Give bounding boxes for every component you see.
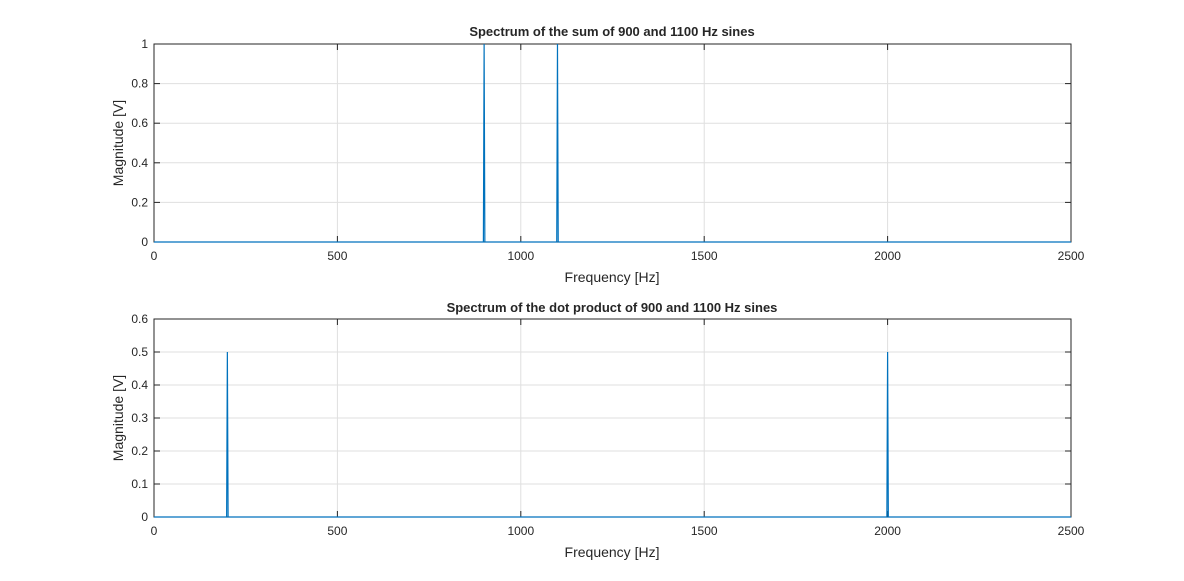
subplot-1-xlabel: Frequency [Hz] [565,269,660,285]
y-tick-label: 0.5 [131,345,148,359]
x-tick-label: 1500 [691,524,718,538]
y-tick-label: 0 [141,235,148,249]
spectrum-line [154,351,1071,518]
x-tick-label: 2000 [874,249,901,263]
y-tick-label: 1 [141,37,148,51]
x-tick-label: 1500 [691,249,718,263]
subplot-2-ticks: 0 500 1000 1500 2000 2500 0 0.1 0.2 0.3 0.4 0.5 0.6 [131,312,1084,538]
subplot-1-ticks: 0 500 1000 1500 2000 2500 0 0.2 0.4 0.6 0.8 1 [131,37,1084,263]
x-tick-label: 500 [327,249,347,263]
x-tick-label: 2000 [874,524,901,538]
y-tick-label: 0.4 [131,156,148,170]
y-tick-label: 0 [141,510,148,524]
subplot-2-title: Spectrum of the dot product of 900 and 1… [447,300,778,315]
y-tick-label: 0.8 [131,77,148,91]
x-tick-label: 500 [327,524,347,538]
x-tick-label: 2500 [1058,249,1085,263]
y-tick-label: 0.1 [131,477,148,491]
subplot-2-xlabel: Frequency [Hz] [565,544,660,560]
y-tick-label: 0.2 [131,195,148,209]
subplot-2-ylabel: Magnitude [V] [110,375,126,461]
y-tick-label: 0.6 [131,116,148,130]
x-tick-label: 1000 [507,249,534,263]
spectrum-line [154,43,1071,243]
subplot-1: 0 500 1000 1500 2000 2500 0 0.2 0.4 0.6 0.8 1 Spect… [110,24,1085,285]
y-tick-label: 0.2 [131,444,148,458]
subplot-1-ylabel: Magnitude [V] [110,100,126,186]
x-tick-label: 2500 [1058,524,1085,538]
y-tick-label: 0.3 [131,411,148,425]
subplot-2: 0 500 1000 1500 2000 250000.10.20.30.40.50.6 … [110,300,1085,560]
y-tick-label: 0.4 [131,378,148,392]
x-tick-label: 1000 [507,524,534,538]
subplot-1-title: Spectrum of the sum of 900 and 1100 Hz s… [469,24,754,39]
x-tick-label: 0 [151,524,158,538]
x-tick-label: 0 [151,249,158,263]
subplot-1-data [154,43,1071,243]
subplot-2-data [154,351,1071,518]
y-tick-label: 0.6 [131,312,148,326]
